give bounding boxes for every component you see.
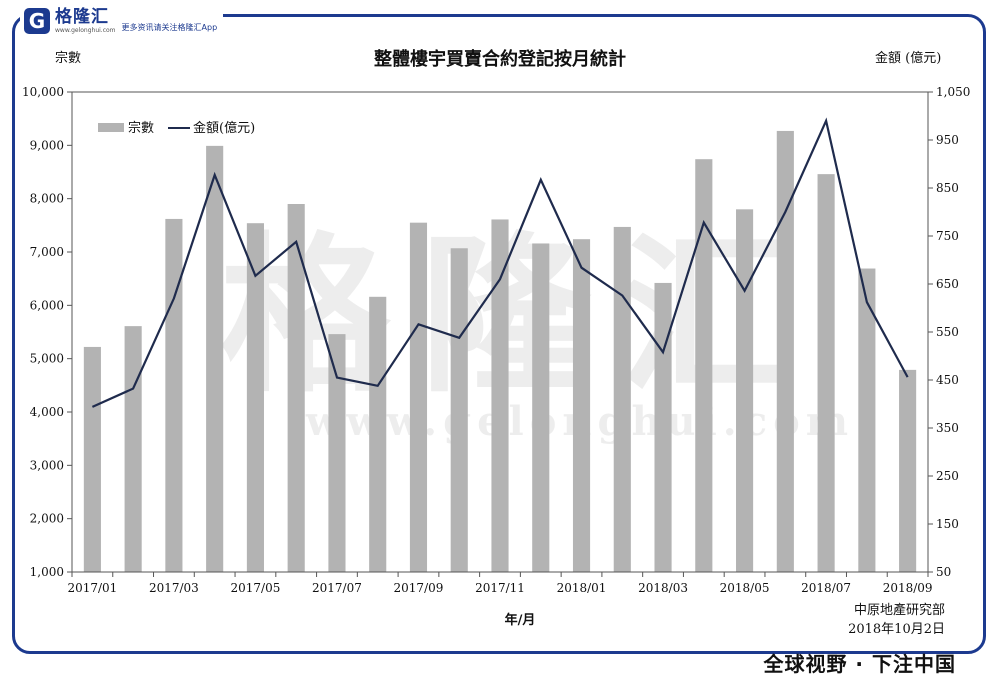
slogan: 全球视野 · 下注中国 bbox=[763, 652, 956, 676]
x-tick-label: 2018/03 bbox=[638, 581, 688, 595]
left-tick-label: 2,000 bbox=[30, 512, 64, 526]
chart-title: 整體樓宇買賣合約登記按月統計 bbox=[373, 48, 626, 70]
bar bbox=[695, 159, 713, 572]
bar bbox=[817, 174, 835, 572]
legend-bar-label: 宗數 bbox=[128, 120, 154, 136]
left-tick-label: 7,000 bbox=[30, 245, 64, 259]
left-tick-label: 5,000 bbox=[30, 352, 64, 366]
right-tick-label: 950 bbox=[936, 133, 959, 147]
left-tick-label: 9,000 bbox=[30, 138, 64, 152]
right-tick-label: 250 bbox=[936, 469, 959, 483]
x-tick-label: 2018/09 bbox=[883, 581, 933, 595]
source-name: 中原地產研究部 bbox=[854, 602, 945, 618]
bar bbox=[736, 209, 754, 573]
brand-logo: G 格隆汇 www.gelonghui.com 更多资讯请关注格隆汇App bbox=[20, 4, 224, 38]
x-tick-label: 2017/11 bbox=[475, 581, 525, 595]
bar bbox=[613, 226, 631, 572]
bar bbox=[328, 334, 346, 572]
bar bbox=[532, 243, 550, 572]
right-tick-label: 450 bbox=[936, 373, 959, 387]
right-tick-label: 650 bbox=[936, 277, 959, 291]
x-tick-label: 2017/01 bbox=[67, 581, 117, 595]
bar bbox=[776, 130, 794, 572]
right-tick-label: 50 bbox=[936, 565, 951, 579]
legend-bar-swatch bbox=[98, 123, 124, 132]
x-tick-label: 2017/07 bbox=[312, 581, 362, 595]
x-tick-label: 2017/03 bbox=[149, 581, 199, 595]
right-tick-label: 350 bbox=[936, 421, 959, 435]
bar bbox=[206, 145, 224, 572]
bar bbox=[654, 282, 672, 572]
bar bbox=[369, 296, 387, 572]
x-tick-label: 2018/07 bbox=[801, 581, 851, 595]
brand-name: 格隆汇 bbox=[55, 6, 109, 27]
legend: 宗數 金額(億元) bbox=[98, 120, 255, 136]
right-tick-label: 850 bbox=[936, 181, 959, 195]
source-date: 2018年10月2日 bbox=[848, 622, 945, 637]
logo-mark: G bbox=[24, 8, 50, 34]
bar bbox=[409, 222, 428, 572]
right-tick-label: 1,050 bbox=[936, 85, 970, 99]
right-tick-label: 750 bbox=[936, 229, 959, 243]
watermark-text: 格隆汇 bbox=[220, 216, 820, 416]
bar bbox=[165, 218, 183, 572]
bar bbox=[858, 268, 876, 572]
bar bbox=[287, 204, 305, 572]
x-tick-label: 2018/05 bbox=[720, 581, 770, 595]
bar bbox=[572, 239, 591, 572]
left-tick-label: 8,000 bbox=[30, 192, 64, 206]
bar bbox=[124, 326, 142, 572]
left-tick-label: 4,000 bbox=[30, 405, 64, 419]
left-tick-label: 10,000 bbox=[22, 85, 64, 99]
bar bbox=[491, 219, 509, 572]
x-axis-title: 年/月 bbox=[505, 612, 536, 628]
legend-line-label: 金額(億元) bbox=[193, 120, 255, 136]
x-tick-label: 2018/01 bbox=[557, 581, 607, 595]
bar bbox=[83, 346, 101, 572]
right-tick-label: 550 bbox=[936, 325, 959, 339]
left-axis-label: 宗數 bbox=[55, 50, 81, 66]
bar bbox=[899, 369, 917, 572]
brand-url: www.gelonghui.com bbox=[55, 26, 116, 34]
bar bbox=[246, 223, 264, 572]
x-tick-label: 2017/05 bbox=[230, 581, 280, 595]
brand-tagline: 更多资讯请关注格隆汇App bbox=[121, 22, 218, 32]
right-tick-label: 150 bbox=[936, 517, 959, 531]
left-tick-label: 6,000 bbox=[30, 298, 64, 312]
bar bbox=[450, 248, 468, 572]
left-tick-label: 1,000 bbox=[30, 565, 64, 579]
amount-line bbox=[91, 117, 909, 408]
right-axis-label: 金額 (億元) bbox=[875, 50, 941, 66]
x-tick-label: 2017/09 bbox=[394, 581, 444, 595]
left-tick-label: 3,000 bbox=[30, 458, 64, 472]
